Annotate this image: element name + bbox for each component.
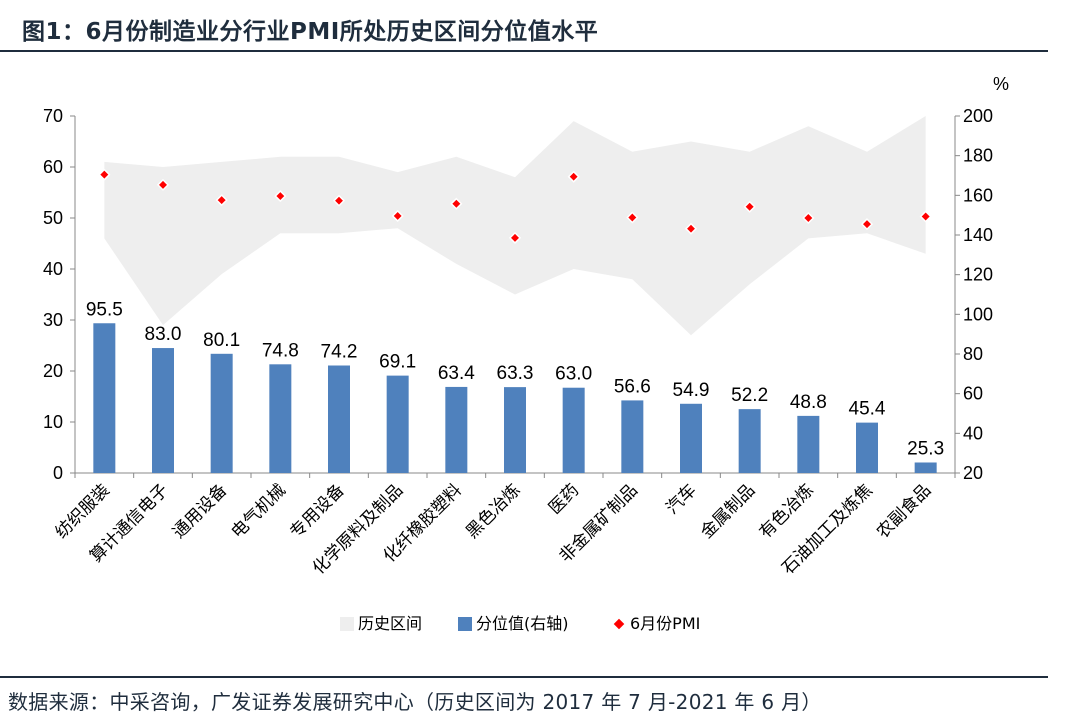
percentile-bar-label: 63.3 — [497, 363, 534, 384]
pmi-dot-layer — [98, 168, 932, 244]
percentile-bar-label: 63.4 — [438, 363, 475, 384]
pmi-point — [626, 211, 639, 224]
percentile-bar-label: 74.2 — [321, 342, 358, 363]
pmi-point — [508, 231, 522, 244]
history-range-band — [104, 116, 926, 336]
pmi-point — [919, 210, 932, 223]
chart-title: 图1：6月份制造业分行业PMI所处历史区间分位值水平 — [22, 19, 599, 45]
right-axis-tick-label: 20 — [963, 463, 983, 483]
pmi-point — [98, 168, 111, 181]
category-label: 金属制品 — [697, 480, 759, 542]
percentile-bar — [328, 365, 350, 473]
percentile-bar — [269, 364, 292, 473]
left-axis-tick-label: 30 — [43, 310, 63, 330]
percentile-bar — [856, 422, 878, 473]
bar-layer: 95.5 83.0 80.1 74.8 74.2 69.1 63.4 63.3 63.0 56.6… — [86, 299, 944, 473]
percentile-bar-label: 74.8 — [262, 340, 299, 361]
percentile-bar — [797, 415, 820, 473]
percentile-bar-label: 56.6 — [614, 376, 651, 397]
category-label: 医药 — [545, 480, 583, 518]
category-label: 农副食品 — [873, 480, 935, 542]
percentile-bar — [562, 387, 585, 473]
percentile-bar-label: 63.0 — [555, 364, 592, 385]
right-axis-tick-label: 80 — [963, 344, 983, 364]
percentile-bar — [210, 353, 233, 473]
legend-label-range: 历史区间 — [358, 614, 422, 633]
right-axis-tick-label: 200 — [963, 106, 993, 126]
category-label: 电气机械 — [228, 480, 290, 542]
right-axis-tick-label: 120 — [963, 265, 993, 285]
left-axis-tick-label: 60 — [43, 157, 63, 177]
legend-label-bar: 分位值(右轴) — [476, 614, 569, 633]
right-axis-tick-label: 100 — [963, 304, 993, 324]
left-axis-tick-label: 0 — [53, 463, 63, 483]
percentile-bar — [386, 375, 409, 473]
percentile-bar-label: 69.1 — [379, 352, 416, 373]
category-label: 通用设备 — [169, 480, 231, 542]
pmi-point — [802, 211, 815, 225]
pmi-point — [332, 194, 346, 207]
pmi-point — [684, 222, 698, 235]
right-axis-tick-label: 140 — [963, 225, 993, 245]
legend: 历史区间 分位值(右轴) 6月份PMI — [340, 614, 700, 633]
right-axis-unit: % — [993, 74, 1009, 94]
history-range-layer — [104, 116, 926, 336]
pmi-point — [274, 190, 287, 203]
percentile-bar — [621, 400, 644, 473]
percentile-bar — [445, 386, 468, 473]
percentile-bar — [152, 348, 174, 473]
left-axis-tick-label: 40 — [43, 259, 63, 279]
percentile-bar-label: 45.4 — [849, 399, 886, 420]
right-axis-tick-label: 160 — [963, 185, 993, 205]
chart: 0 10 20 30 40 50 60 70 20 40 60 80 100 120 140 160 180 20… — [43, 74, 1009, 633]
pmi-point — [567, 170, 580, 183]
pmi-point — [860, 218, 874, 231]
pmi-point — [215, 194, 228, 207]
pmi-point — [391, 209, 404, 223]
percentile-bar — [504, 387, 526, 473]
pmi-point — [450, 197, 463, 210]
left-axis-tick-label: 20 — [43, 361, 63, 381]
category-label-layer: 纺织服装算计通信电子通用设备电气机械专用设备化学原料及制品化纤橡胶塑料黑色冶炼医… — [52, 480, 936, 578]
percentile-bar — [680, 403, 702, 473]
pmi-point — [156, 178, 170, 191]
percentile-bar — [914, 462, 937, 473]
right-axis-tick-label: 180 — [963, 146, 993, 166]
percentile-bar — [738, 409, 761, 473]
percentile-bar-label: 48.8 — [790, 392, 827, 413]
pmi-point — [743, 200, 756, 213]
legend-swatch-range — [340, 617, 354, 631]
left-axis-tick-label: 10 — [43, 412, 63, 432]
legend-swatch-bar — [458, 617, 472, 631]
left-axis-tick-label: 70 — [43, 106, 63, 126]
legend-swatch-pmi — [612, 617, 626, 631]
percentile-bar-label: 80.1 — [203, 330, 240, 351]
left-axis-tick-label: 50 — [43, 208, 63, 228]
legend-label-pmi: 6月份PMI — [630, 614, 700, 633]
percentile-bar — [93, 323, 116, 473]
source-note: 数据来源：中采咨询，广发证券发展研究中心（历史区间为 2017 年 7 月-20… — [8, 690, 822, 714]
right-axis-tick-label: 60 — [963, 384, 983, 404]
right-axis-tick-label: 40 — [963, 423, 983, 443]
percentile-bar-label: 25.3 — [907, 438, 944, 459]
title-rule — [0, 50, 1048, 52]
category-label: 汽车 — [662, 480, 700, 518]
percentile-bar-label: 95.5 — [86, 299, 123, 320]
source-rule — [0, 676, 1048, 678]
percentile-bar-label: 83.0 — [145, 324, 182, 345]
axis-layer: 0 10 20 30 40 50 60 70 20 40 60 80 100 120 140 160 180 20… — [43, 74, 1009, 483]
percentile-bar-label: 54.9 — [673, 380, 710, 401]
percentile-bar-label: 52.2 — [731, 385, 768, 406]
category-label: 黑色冶炼 — [462, 480, 524, 542]
